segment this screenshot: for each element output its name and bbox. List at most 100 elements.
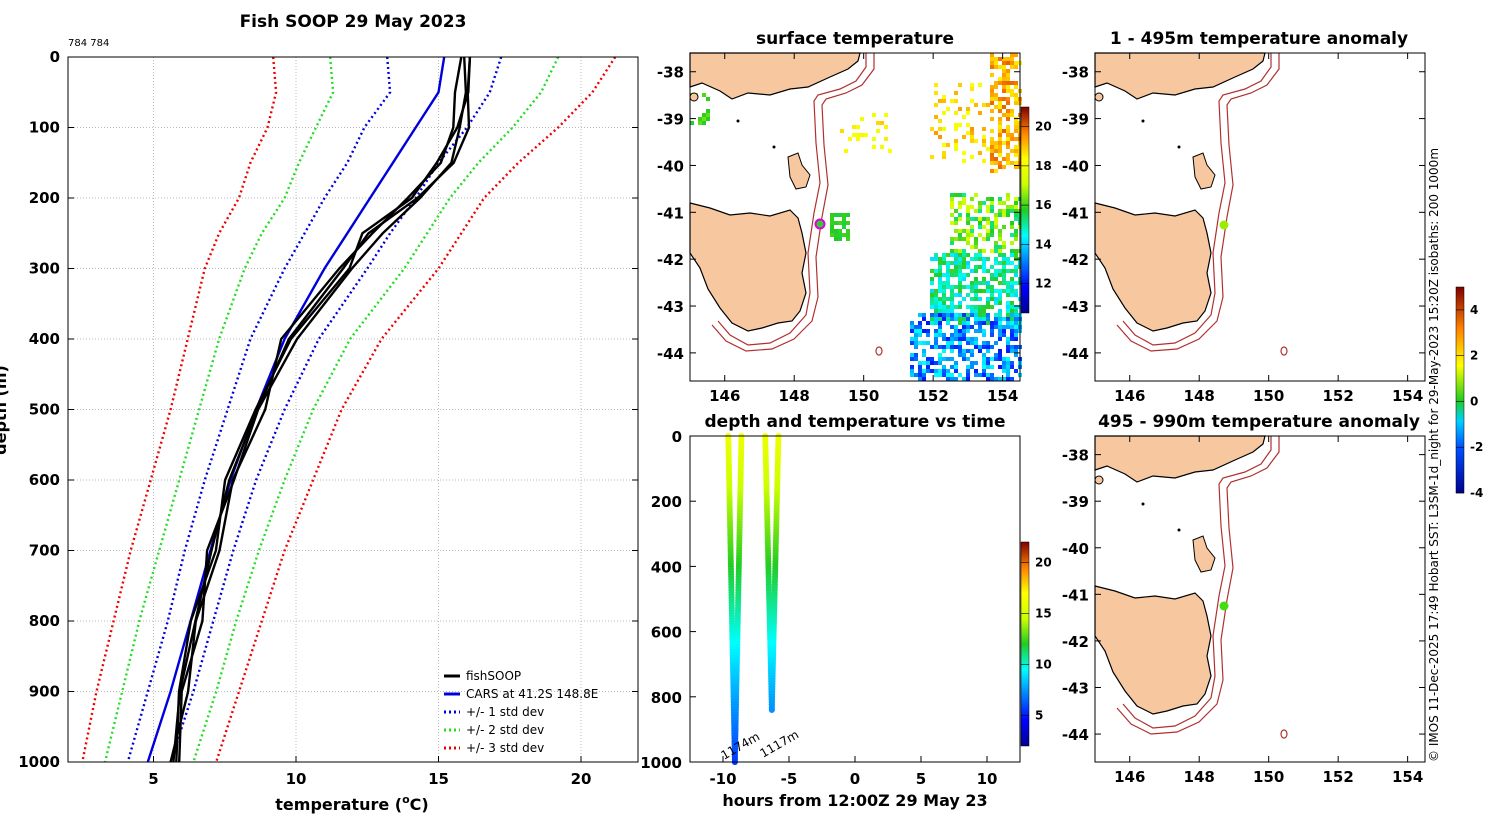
sst-pixel [958,281,962,285]
ts-cb-label: 5 [1035,708,1043,722]
sst-pixel [918,361,922,365]
sst-pixel [934,333,938,337]
sst-pixel [962,237,966,241]
sst-pixel [998,273,1002,277]
sst-pixel [962,193,966,197]
sst-pixel [962,317,966,321]
sst-pixel [974,209,978,213]
sst-pixel [702,121,706,125]
sst-pixel [1002,165,1006,169]
sst-pixel [998,153,1002,157]
sst-pixel [1014,369,1018,373]
sst-pixel [986,209,990,213]
sst-pixel [852,133,856,137]
sst-pixel [926,365,930,369]
sst-pixel [930,277,934,281]
sst-pixel [990,233,994,237]
isobath-200 [1122,436,1272,729]
sst-pixel [966,131,970,135]
sst-pixel [998,197,1002,201]
sst-pixel [702,113,706,117]
sst-pixel [990,225,994,229]
sst-pixel [930,361,934,365]
profile-series-line [126,56,392,763]
sst-pixel [970,257,974,261]
sst-pixel [942,365,946,369]
map-y-label: -44 [1062,345,1089,363]
sst-pixel [706,113,710,117]
sst-pixel [938,285,942,289]
y-tick-label: 800 [29,612,60,630]
ts-cb-label: 10 [1035,657,1052,671]
land-islet [1177,145,1181,149]
map-y-label: -42 [657,251,684,269]
surface-cb-label: 16 [1035,198,1052,212]
sst-pixel [990,365,994,369]
sst-pixels [690,53,1022,381]
sst-pixel [1002,361,1006,365]
sst-pixel [930,305,934,309]
sst-pixel [1010,109,1014,113]
sst-pixel [954,305,958,309]
sst-pixel [998,261,1002,265]
sst-pixel [982,261,986,265]
sst-pixel [994,353,998,357]
sst-pixel [962,297,966,301]
sst-pixel [842,233,846,237]
sst-pixel [950,249,954,253]
sst-pixel [974,139,978,143]
sst-pixel [1010,345,1014,349]
sst-pixel [966,209,970,213]
sst-pixel [922,329,926,333]
sst-pixel [1014,313,1018,317]
sst-pixel [974,193,978,197]
surface-cb-label: 14 [1035,237,1052,251]
sst-pixel [958,123,962,127]
sst-pixel [1014,345,1018,349]
sst-pixel [978,349,982,353]
sst-pixel [1006,377,1010,381]
sst-pixel [982,139,986,143]
sst-pixel [934,341,938,345]
sst-pixel [958,373,962,377]
sst-pixel [1002,317,1006,321]
sst-pixel [1010,309,1014,313]
sst-pixel [986,297,990,301]
sst-pixel [1006,113,1010,117]
sst-pixel [950,201,954,205]
sst-pixel [706,117,710,121]
sst-pixel [942,289,946,293]
sst-pixel [962,151,966,155]
sst-pixel [978,249,982,253]
sst-pixel [1002,225,1006,229]
sst-pixel [1006,137,1010,141]
sst-pixel [846,221,850,225]
sst-pixel [922,373,926,377]
sst-pixel [1006,345,1010,349]
sst-pixel [1006,153,1010,157]
sst-pixel [994,169,998,173]
sst-pixel [998,213,1002,217]
sst-pixel [1002,61,1006,65]
sst-pixel [974,265,978,269]
sst-pixel [1014,305,1018,309]
sst-pixel [990,377,994,381]
sst-pixel [974,313,978,317]
sst-pixel [934,345,938,349]
sst-pixel [942,333,946,337]
sst-pixel [966,377,970,381]
sst-pixel [934,321,938,325]
map-y-label: -42 [1062,633,1089,651]
sst-pixel [1014,213,1018,217]
land-island [1094,475,1104,485]
sst-pixel [934,83,938,87]
ts-x-label: -10 [709,770,736,788]
sst-pixel [998,165,1002,169]
sst-pixel [986,357,990,361]
sst-pixel [934,293,938,297]
sst-pixel [1014,61,1018,65]
sst-pixel [942,257,946,261]
sst-pixel [994,301,998,305]
sst-pixel [1010,249,1014,253]
sst-pixel [958,107,962,111]
